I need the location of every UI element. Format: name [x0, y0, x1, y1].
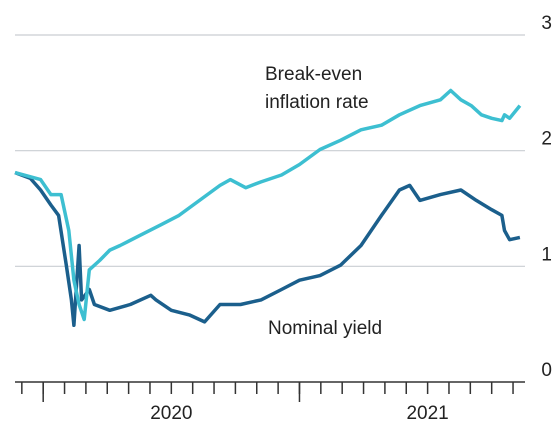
x-tick-label: 2021	[406, 403, 448, 423]
y-tick-label: 1	[541, 244, 552, 265]
series-line	[14, 170, 521, 328]
annotation: Break-even	[265, 64, 362, 85]
annotation: inflation rate	[265, 92, 369, 113]
x-tick-label: 2020	[150, 403, 192, 423]
y-tick-label: 3	[541, 13, 552, 34]
y-tick-label: 0	[541, 360, 552, 381]
y-tick-label: 2	[541, 129, 552, 150]
annotation: Nominal yield	[268, 318, 382, 339]
series-line	[14, 88, 522, 322]
